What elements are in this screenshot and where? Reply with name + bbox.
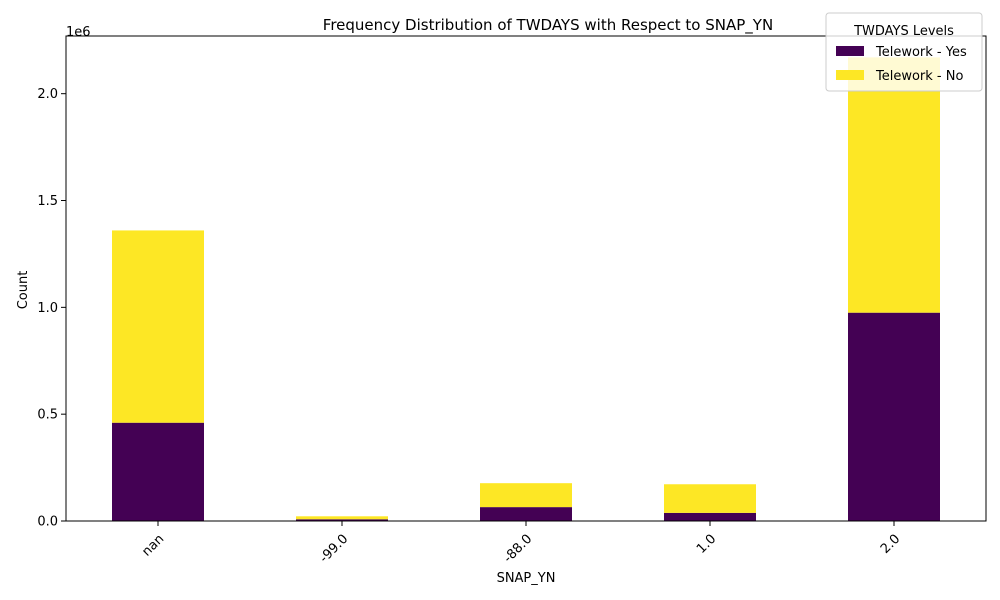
y-tick-label-0: 0.0 [37, 515, 58, 530]
bar-telework-yes-3 [664, 512, 756, 521]
legend-title: TWDAYS Levels [853, 24, 954, 39]
bar-telework-yes-2 [480, 507, 572, 521]
y-offset-label: 1e6 [66, 25, 91, 40]
bar-telework-yes-1 [296, 519, 388, 521]
legend-frame [825, 12, 983, 92]
legend-label-telework-no: Telework - No [875, 69, 963, 84]
bar-telework-yes-4 [848, 312, 940, 521]
bar-telework-no-2 [480, 483, 572, 508]
legend: TWDAYS Levels Telework - Yes Telework - … [825, 12, 983, 92]
x-tick-label-2: -88.0 [501, 532, 535, 566]
bars-group [112, 57, 940, 521]
bar-telework-no-1 [296, 516, 388, 520]
y-ticks: 0.0 0.5 1.0 1.5 2.0 [37, 87, 66, 530]
y-tick-label-2: 1.0 [37, 301, 58, 316]
x-tick-label-0: nan [139, 532, 167, 560]
x-tick-label-3: 1.0 [694, 532, 719, 557]
x-ticks: nan -99.0 -88.0 1.0 2.0 [139, 521, 903, 566]
bar-telework-no-4 [848, 57, 940, 313]
x-tick-label-1: -99.0 [317, 532, 351, 566]
x-tick-label-4: 2.0 [878, 532, 903, 557]
bar-telework-no-0 [112, 230, 204, 423]
y-tick-label-1: 0.5 [37, 408, 58, 423]
bar-telework-no-3 [664, 484, 756, 513]
x-axis-label: SNAP_YN [497, 571, 556, 586]
legend-swatch-telework-no [836, 70, 864, 80]
bar-telework-yes-0 [112, 422, 204, 521]
legend-swatch-telework-yes [836, 46, 864, 56]
legend-label-telework-yes: Telework - Yes [875, 45, 967, 60]
y-axis-label: Count [16, 271, 31, 310]
y-tick-label-3: 1.5 [37, 194, 58, 209]
chart-title: Frequency Distribution of TWDAYS with Re… [323, 16, 773, 35]
y-tick-label-4: 2.0 [37, 87, 58, 102]
